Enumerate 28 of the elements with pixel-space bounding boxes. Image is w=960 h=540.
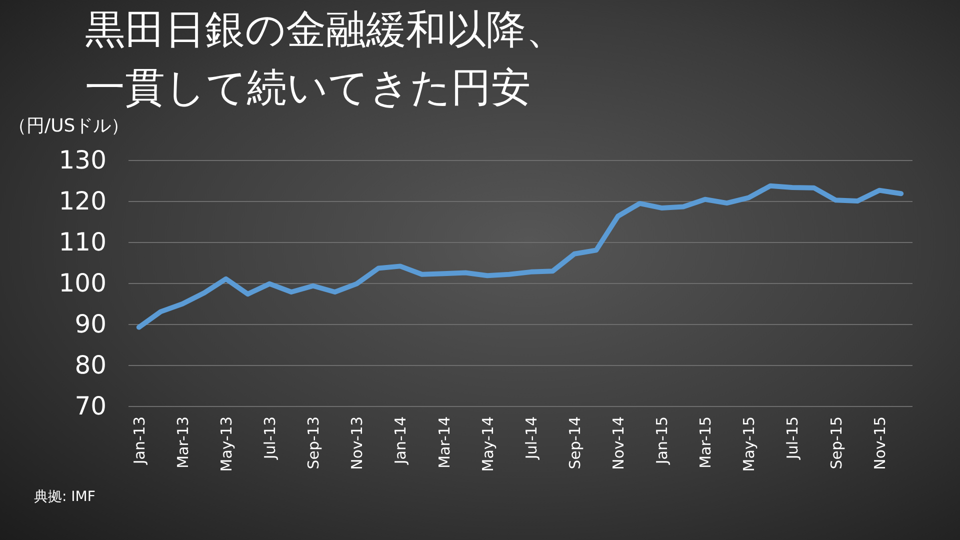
- x-tick-label: Jan-13: [130, 416, 148, 466]
- x-tick-label: Sep-13: [304, 416, 323, 470]
- y-tick-label: 80: [74, 350, 106, 380]
- y-tick-label: 90: [74, 310, 106, 338]
- y-tick-label: 110: [58, 228, 106, 256]
- text: 典拠: IMF: [34, 488, 96, 506]
- y-tick-label: 70: [74, 392, 106, 420]
- x-tick-label: Mar-13: [174, 416, 192, 468]
- chart-title: 黒田日銀の金融緩和以降、一貫して続いてきた円安: [85, 7, 566, 111]
- x-tick-label: Jan-15: [653, 416, 672, 466]
- x-tick-label: Nov-14: [610, 416, 628, 470]
- x-tick-label: Nov-15: [870, 416, 889, 470]
- x-tick-label: May-15: [740, 416, 758, 472]
- y-axis-title: （円/USドル）: [8, 116, 130, 136]
- y-tick-label: 120: [58, 186, 106, 216]
- x-tick-label: Jul-13: [261, 416, 280, 460]
- x-tick-label: Sep-14: [566, 416, 584, 470]
- y-tick-label: 100: [58, 268, 106, 298]
- x-tick-label: Mar-14: [435, 416, 454, 468]
- x-tick-label: May-13: [218, 416, 236, 472]
- x-tick-label: Sep-15: [827, 416, 846, 470]
- y-tick-label: 130: [58, 146, 106, 174]
- x-tick-label: Jul-15: [784, 416, 802, 460]
- x-tick-label: May-14: [478, 416, 497, 472]
- x-tick-label: Jan-14: [392, 416, 410, 466]
- x-tick-label: Mar-15: [696, 416, 715, 468]
- x-tick-label: Nov-13: [348, 416, 366, 470]
- x-tick-label: Jul-14: [522, 416, 540, 460]
